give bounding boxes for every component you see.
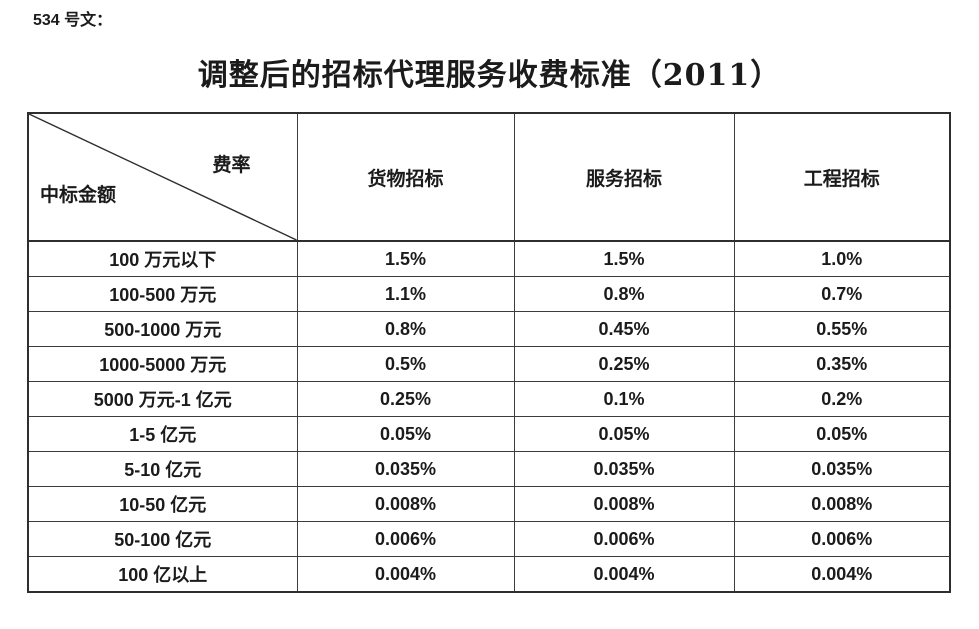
fee-value: 0.8% xyxy=(296,311,515,347)
table-row: 5-10 亿元 0.035% 0.035% 0.035% xyxy=(27,451,951,487)
table-row: 10-50 亿元 0.008% 0.008% 0.008% xyxy=(27,486,951,522)
fee-value: 0.05% xyxy=(513,416,735,452)
table-row: 100 亿以上 0.004% 0.004% 0.004% xyxy=(27,556,951,593)
fee-value: 0.45% xyxy=(513,311,735,347)
corner-header-cell: 费率 中标金额 xyxy=(27,112,298,242)
fee-value: 0.006% xyxy=(733,521,951,557)
fee-value: 1.0% xyxy=(733,240,951,277)
fee-value: 0.006% xyxy=(513,521,735,557)
fee-value: 0.004% xyxy=(513,556,735,593)
table-row: 100 万元以下 1.5% 1.5% 1.0% xyxy=(27,240,951,277)
table-row: 500-1000 万元 0.8% 0.45% 0.55% xyxy=(27,311,951,347)
fee-value: 0.008% xyxy=(733,486,951,522)
corner-label-rate: 费率 xyxy=(212,154,251,176)
fee-table: 费率 中标金额 货物招标 服务招标 工程招标 100 万元以下 1.5% 1.5… xyxy=(27,112,951,593)
fee-value: 1.5% xyxy=(513,240,735,277)
fee-value: 0.006% xyxy=(296,521,515,557)
column-header-works: 工程招标 xyxy=(733,112,951,242)
table-row: 100-500 万元 1.1% 0.8% 0.7% xyxy=(27,276,951,312)
doc-number: 534 号文： xyxy=(33,12,113,29)
row-label: 100 万元以下 xyxy=(27,240,298,277)
fee-value: 0.2% xyxy=(733,381,951,417)
fee-value: 0.1% xyxy=(513,381,735,417)
fee-value: 1.1% xyxy=(296,276,515,312)
row-label: 500-1000 万元 xyxy=(27,311,298,347)
fee-value: 0.004% xyxy=(733,556,951,593)
fee-value: 0.05% xyxy=(733,416,951,452)
fee-value: 0.035% xyxy=(513,451,735,487)
fee-value: 0.5% xyxy=(296,346,515,382)
fee-value: 0.25% xyxy=(513,346,735,382)
fee-value: 0.05% xyxy=(296,416,515,452)
row-label: 100-500 万元 xyxy=(27,276,298,312)
row-label: 5000 万元-1 亿元 xyxy=(27,381,298,417)
diagonal-divider-line xyxy=(29,114,297,240)
table-row: 50-100 亿元 0.006% 0.006% 0.006% xyxy=(27,521,951,557)
fee-value: 0.035% xyxy=(733,451,951,487)
row-label: 50-100 亿元 xyxy=(27,521,298,557)
row-label: 1000-5000 万元 xyxy=(27,346,298,382)
fee-value: 0.035% xyxy=(296,451,515,487)
fee-value: 0.25% xyxy=(296,381,515,417)
table-row: 1000-5000 万元 0.5% 0.25% 0.35% xyxy=(27,346,951,382)
corner-label-amount: 中标金额 xyxy=(40,184,117,206)
row-label: 100 亿以上 xyxy=(27,556,298,593)
row-label: 1-5 亿元 xyxy=(27,416,298,452)
row-label: 5-10 亿元 xyxy=(27,451,298,487)
fee-value: 0.8% xyxy=(513,276,735,312)
column-header-goods: 货物招标 xyxy=(296,112,515,242)
fee-value: 0.004% xyxy=(296,556,515,593)
header-row: 费率 中标金额 货物招标 服务招标 工程招标 xyxy=(27,112,951,242)
fee-value: 1.5% xyxy=(296,240,515,277)
fee-value: 0.008% xyxy=(296,486,515,522)
fee-value: 0.7% xyxy=(733,276,951,312)
fee-value: 0.35% xyxy=(733,346,951,382)
table-row: 5000 万元-1 亿元 0.25% 0.1% 0.2% xyxy=(27,381,951,417)
column-header-services: 服务招标 xyxy=(513,112,735,242)
table-row: 1-5 亿元 0.05% 0.05% 0.05% xyxy=(27,416,951,452)
row-label: 10-50 亿元 xyxy=(27,486,298,522)
document-title: 调整后的招标代理服务收费标准（2011） xyxy=(197,58,782,93)
fee-value: 0.55% xyxy=(733,311,951,347)
fee-value: 0.008% xyxy=(513,486,735,522)
